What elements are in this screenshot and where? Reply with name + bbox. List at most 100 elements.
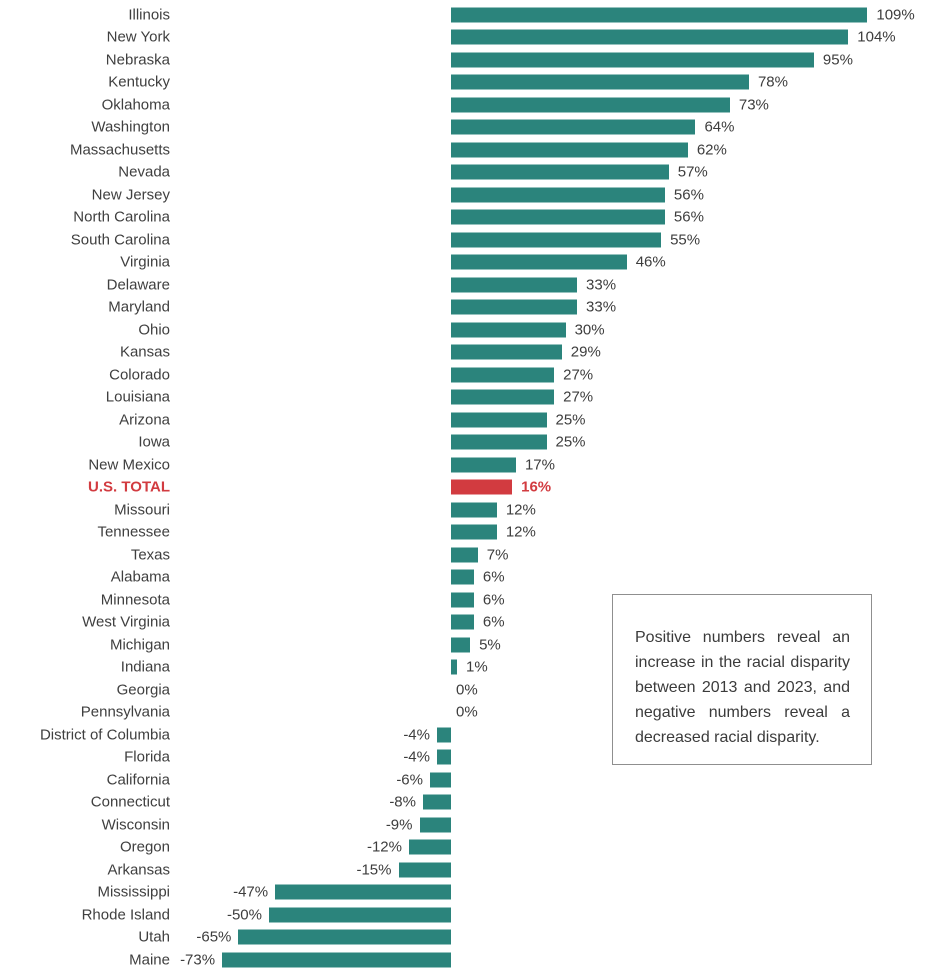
bar: [451, 119, 696, 135]
bar: [451, 367, 555, 383]
value-label: 62%: [696, 141, 727, 159]
bar: [451, 97, 730, 113]
value-label: 12%: [505, 523, 536, 541]
category-label: Arizona: [119, 411, 170, 429]
value-label: 27%: [563, 366, 594, 384]
bar: [451, 52, 814, 68]
bar: [451, 7, 868, 23]
category-label: Colorado: [109, 366, 170, 384]
value-label: 30%: [574, 321, 605, 339]
category-label: California: [106, 771, 170, 789]
category-label: Pennsylvania: [80, 703, 170, 721]
category-label: Utah: [138, 928, 170, 946]
chart-row: Rhode Island -50%: [0, 904, 950, 927]
chart-row: Arkansas -15%: [0, 859, 950, 882]
category-label: Indiana: [120, 658, 170, 676]
chart-row: South Carolina 55%: [0, 229, 950, 252]
chart-row: North Carolina 56%: [0, 206, 950, 229]
annotation-box: Positive numbers reveal an increase in t…: [612, 594, 872, 765]
chart-row: New Jersey 56%: [0, 184, 950, 207]
bar: [451, 299, 578, 315]
value-label: -65%: [196, 928, 232, 946]
bar: [451, 592, 474, 608]
category-label: Florida: [124, 748, 170, 766]
value-label: 33%: [586, 298, 617, 316]
value-label: 109%: [876, 6, 915, 24]
value-label: 5%: [479, 636, 501, 654]
bar: [398, 862, 451, 878]
bar: [451, 457, 516, 473]
chart-row: Minnesota 6%: [0, 589, 950, 612]
value-label: 57%: [677, 163, 708, 181]
value-label: 16%: [521, 478, 552, 496]
bar: [451, 614, 474, 630]
bar: [451, 659, 457, 675]
value-label: 27%: [563, 388, 594, 406]
value-label: -73%: [180, 951, 216, 969]
category-label: Georgia: [116, 681, 170, 699]
category-label: Kentucky: [108, 73, 170, 91]
chart-row: Colorado 27%: [0, 364, 950, 387]
category-label: Massachusetts: [69, 141, 170, 159]
chart-row: Kentucky 78%: [0, 71, 950, 94]
value-label: 6%: [482, 591, 505, 609]
chart-row: U.S. TOTAL 16%: [0, 476, 950, 499]
value-label: 6%: [482, 568, 505, 586]
bar: [451, 637, 471, 653]
chart-rows: Illinois 109% New York 104% Nebraska 95% Kentu…: [0, 4, 950, 972]
category-label: Maine: [129, 951, 170, 969]
value-label: -8%: [389, 793, 416, 811]
value-label: 1%: [466, 658, 488, 676]
chart-row: Connecticut -8%: [0, 791, 950, 814]
chart-row: Kansas 29%: [0, 341, 950, 364]
chart-row: Georgia 0%: [0, 679, 950, 702]
bar: [451, 29, 849, 45]
bar: [451, 142, 688, 158]
value-label: 73%: [738, 96, 769, 114]
value-label: 0%: [456, 703, 478, 721]
value-label: -47%: [233, 883, 269, 901]
chart-row: Washington 64%: [0, 116, 950, 139]
value-label: 7%: [486, 546, 509, 564]
chart-row: Iowa 25%: [0, 431, 950, 454]
bar: [222, 952, 451, 968]
value-label: -4%: [403, 726, 430, 744]
value-label: -50%: [226, 906, 262, 924]
category-label: Wisconsin: [101, 816, 170, 834]
category-label: Maryland: [108, 298, 170, 316]
chart-row: Nevada 57%: [0, 161, 950, 184]
chart-row: West Virginia 6%: [0, 611, 950, 634]
category-label: Washington: [91, 118, 170, 136]
chart-row: Alabama 6%: [0, 566, 950, 589]
category-label: West Virginia: [82, 613, 170, 631]
chart-row: District of Columbia -4%: [0, 724, 950, 747]
chart-row: New York 104%: [0, 26, 950, 49]
category-label: Tennessee: [97, 523, 170, 541]
chart-row: California -6%: [0, 769, 950, 792]
value-label: 56%: [673, 208, 704, 226]
bar: [275, 884, 451, 900]
value-label: 25%: [555, 433, 586, 451]
bar: [451, 344, 562, 360]
category-label: Minnesota: [100, 591, 170, 609]
category-label: Kansas: [119, 343, 170, 361]
annotation-text: Positive numbers reveal an increase in t…: [635, 629, 850, 746]
category-label: Michigan: [109, 636, 170, 654]
chart-row: Wisconsin -9%: [0, 814, 950, 837]
bar: [423, 794, 451, 810]
bar: [451, 187, 665, 203]
bar: [419, 817, 451, 833]
chart-row: Oregon -12%: [0, 836, 950, 859]
category-label: Rhode Island: [81, 906, 170, 924]
bar: [451, 209, 665, 225]
category-label: U.S. TOTAL: [88, 478, 170, 496]
chart-row: Nebraska 95%: [0, 49, 950, 72]
bar: [451, 434, 547, 450]
chart-row: Arizona 25%: [0, 409, 950, 432]
category-label: Virginia: [120, 253, 170, 271]
value-label: -6%: [396, 771, 423, 789]
category-label: New Jersey: [91, 186, 170, 204]
bar: [451, 74, 749, 90]
category-label: Ohio: [138, 321, 170, 339]
